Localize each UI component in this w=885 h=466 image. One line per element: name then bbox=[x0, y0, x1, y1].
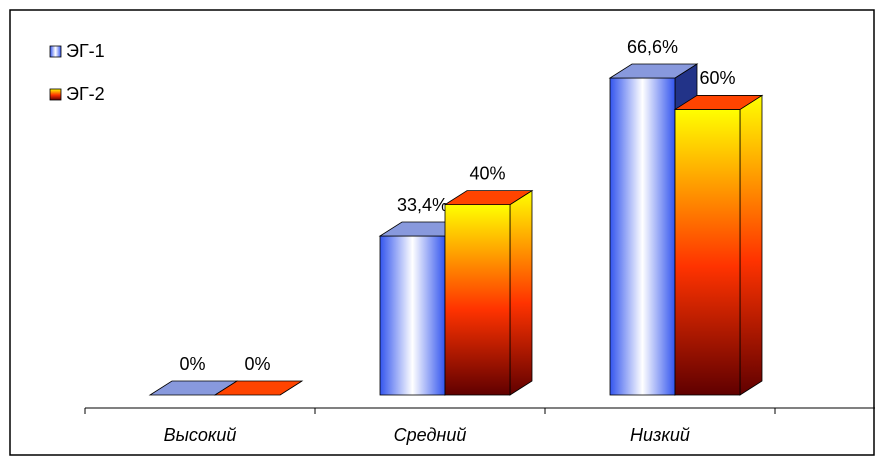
bar-top bbox=[608, 63, 699, 79]
value-label: 40% bbox=[469, 163, 505, 183]
bar-top bbox=[213, 380, 304, 396]
value-label: 33,4% bbox=[397, 195, 448, 215]
bar-top bbox=[673, 95, 764, 110]
value-label: 60% bbox=[699, 68, 735, 88]
value-label: 0% bbox=[179, 354, 205, 374]
bar-top bbox=[443, 190, 534, 206]
bar bbox=[674, 109, 741, 396]
value-label: 0% bbox=[244, 354, 270, 374]
bar bbox=[444, 204, 511, 396]
bar-side bbox=[739, 94, 763, 396]
bar-side bbox=[509, 189, 533, 396]
value-label: 66,6% bbox=[627, 37, 678, 57]
x-tick-label: Высокий bbox=[164, 425, 237, 445]
legend-label: ЭГ-1 bbox=[66, 41, 105, 61]
x-tick-label: Средний bbox=[394, 425, 467, 445]
legend-swatch bbox=[49, 88, 62, 101]
legend-swatch bbox=[49, 45, 62, 58]
bar bbox=[609, 77, 676, 396]
x-tick-label: Низкий bbox=[630, 425, 690, 445]
bar bbox=[379, 235, 446, 396]
legend-label: ЭГ-2 bbox=[66, 84, 105, 104]
